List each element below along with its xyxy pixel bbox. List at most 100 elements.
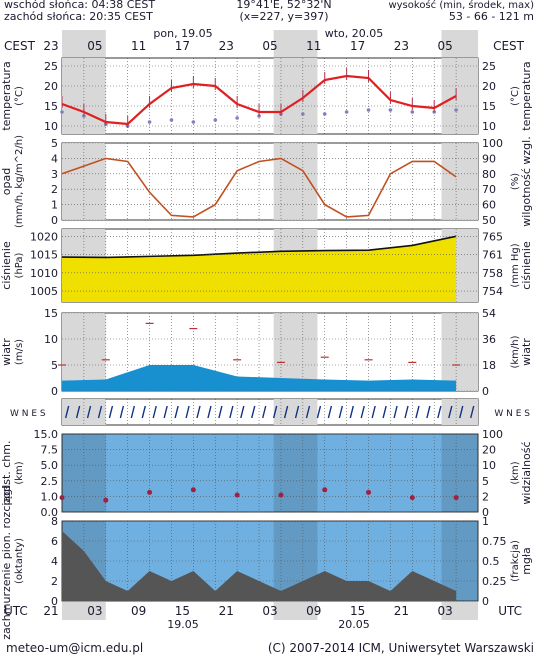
tick-label: 18 [482,359,496,372]
tick-label: 8 [51,515,58,528]
tick-label: 15 [482,100,496,113]
cloud-base-mark [366,489,372,495]
tz-label-left: CEST [4,39,36,53]
tick-label: 10 [482,120,496,133]
wind-arrow [382,405,387,419]
precip-panel-night [441,143,478,220]
tick-label: 3 [51,168,58,181]
temperature-panel-night [62,58,106,134]
wind-arrow [459,405,464,419]
axis-unit: (mm/h, kg/m^2/h) [14,135,25,228]
top-hour-tick: 17 [350,39,365,53]
tick-label: 758 [482,267,503,280]
wind-arrow [437,405,442,419]
tick-label: 0.25 [482,575,507,588]
wind-arrow [218,405,223,419]
wind-arrow [349,405,354,419]
day1-label: pon, 19.05 [153,27,212,40]
wind-arrow [305,405,311,419]
bottom-hour-tick: 03 [262,604,277,618]
dew-point-mark [169,118,174,122]
top-hour-tick: 17 [175,39,190,53]
wind-arrow [64,405,70,419]
cloud-base-mark [59,495,65,501]
day2-label: wto, 20.05 [325,27,384,40]
bottom-hour-tick: 21 [394,604,409,618]
tick-label: 36 [482,333,496,346]
tick-label: 2 [51,575,58,588]
axis-label: temperatura [0,61,13,130]
tick-label: 0.75 [482,535,507,548]
tick-label: 2 [482,490,489,503]
bottom-hour-tick: 03 [438,604,453,618]
height-values: 53 - 66 - 121 m [449,10,534,23]
cloud-base-mark [409,495,415,501]
wind-dir-panel-night [273,399,318,425]
axis-label: opad [0,168,13,195]
axis-label: temperatura [520,61,533,130]
tick-label: 2.5 [41,475,59,488]
axis-label: ciśnienie [0,241,13,290]
tick-label: 1 [482,515,489,528]
top-hour-tick: 23 [394,39,409,53]
tick-label: 0 [51,385,58,398]
axis-unit: (hPa) [14,252,25,278]
tick-label: 100 [482,428,503,441]
bottom-time-axis: UTC UTC 19.05 20.05 [4,604,522,631]
wind-speed-area [62,365,457,391]
top-hour-tick: 11 [306,39,321,53]
wind-arrow [272,405,278,419]
utc-label-left: UTC [4,604,28,618]
tick-label: 100 [482,137,503,150]
bottom-hour-tick: 21 [43,604,58,618]
dew-point-mark [322,112,327,116]
wind-arrow [152,405,157,419]
bottom-hour-tick: 09 [131,604,146,618]
dew-point-mark [344,110,349,114]
wind-arrow [185,405,190,419]
tick-label: 761 [482,249,503,262]
axis-unit: (frakcja) [510,540,521,582]
tick-label: 10 [44,333,58,346]
tick-label: 20 [482,444,496,457]
top-hour-tick: 05 [87,39,102,53]
wind-arrow [141,405,146,419]
footer-email[interactable]: meteo-um@icm.edu.pl [6,641,143,655]
wind-arrow [207,405,212,419]
wind-arrow [283,405,289,419]
precip-panel: 5 4 3 2 1 0 100 90 80 70 60 50 opad (mm/h, kg/m^2/h) w… [0,135,533,228]
axis-label: zachmurzenie pion. rozciągł. [0,482,13,640]
axis-unit: (mm Hg) [510,243,521,287]
night-band-top [441,30,478,57]
axis-unit: (°C) [510,86,521,106]
tick-label: 0 [482,506,489,519]
pressure-area [62,236,457,302]
cloud-base-mark [103,497,109,503]
dew-point-mark [366,108,371,112]
dew-point-mark [410,110,415,114]
tick-label: 2 [51,183,58,196]
bottom-hour-tick: 15 [350,604,365,618]
pressure-line [61,235,457,259]
dew-point-mark [147,120,152,124]
wind-arrow [470,405,475,419]
axis-label: wilgotność wzgl. [520,136,533,226]
tick-label: 6 [51,535,58,548]
wind-arrow [251,405,256,419]
tick-label: 1005 [30,285,58,298]
tick-label: 754 [482,285,503,298]
precip-panel-night [62,143,106,220]
tick-label: 20 [482,80,496,93]
tz-label-right: CEST [493,39,525,53]
tick-label: 4 [51,555,58,568]
wind-arrow [174,405,179,419]
wind-arrow [196,405,201,419]
tick-label: 5 [51,359,58,372]
top-hour-tick: 11 [131,39,146,53]
wind-arrow [426,405,431,419]
wind-panel-night [441,313,478,391]
